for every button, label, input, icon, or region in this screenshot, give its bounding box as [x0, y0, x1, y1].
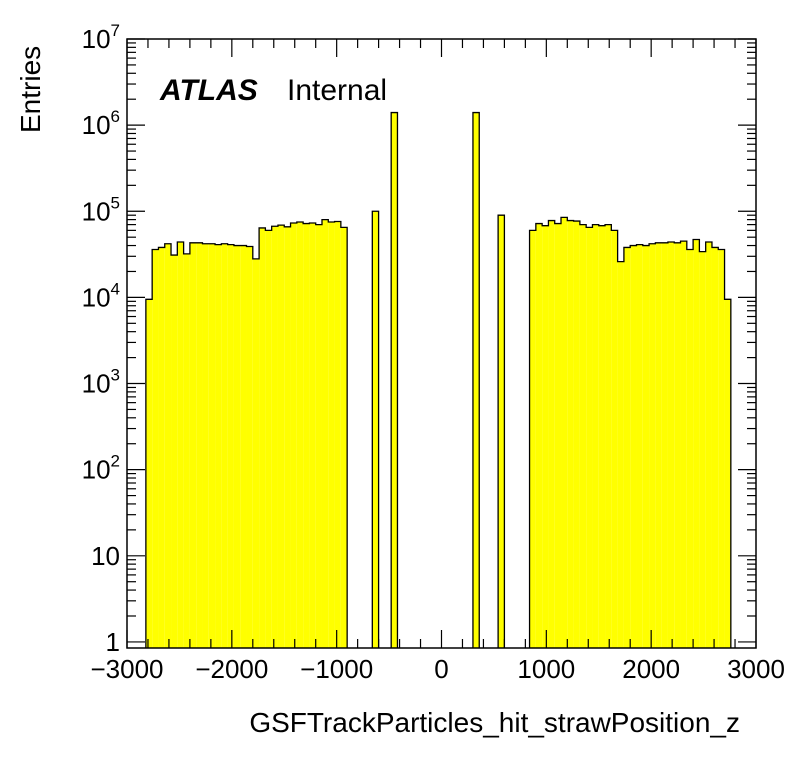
histogram-bin: [303, 223, 310, 648]
histogram-bin: [605, 224, 612, 648]
plot-frame: [126, 38, 757, 649]
histogram-bin: [567, 220, 574, 648]
histogram-bin: [171, 255, 178, 648]
histogram-bin: [152, 249, 159, 648]
histogram-bin: [535, 223, 543, 648]
histogram-bars: [145, 111, 732, 649]
histogram-bin: [334, 221, 341, 648]
histogram-outline: [145, 111, 732, 648]
histogram-bin: [554, 223, 562, 648]
histogram-bin: [164, 243, 172, 648]
histogram-bin: [529, 230, 536, 648]
histogram-bin: [284, 226, 291, 648]
histogram-bin: [548, 220, 555, 648]
histogram-bin: [145, 299, 153, 648]
histogram-bin: [686, 249, 694, 648]
histogram-bin: [674, 242, 681, 648]
y-tick-label: 106: [82, 107, 120, 140]
histogram-bin: [699, 251, 706, 649]
histogram-bin: [623, 247, 631, 648]
y-tick-label: 105: [82, 193, 120, 226]
histogram-bin: [315, 224, 322, 648]
histogram-bin: [189, 242, 197, 648]
histogram-bin: [542, 225, 549, 648]
x-tick-label: 1000: [517, 654, 575, 684]
histogram-bin: [183, 253, 190, 648]
histogram-bin: [579, 224, 587, 648]
histogram-bin: [309, 223, 316, 648]
histogram-bin: [592, 224, 599, 648]
histogram-bin: [642, 245, 650, 648]
histogram-bin: [246, 246, 253, 649]
histogram-bin: [215, 244, 222, 648]
y-tick-label: 104: [82, 279, 120, 312]
histogram-bin: [240, 245, 247, 648]
x-tick-label: 0: [434, 654, 448, 684]
histogram-bin: [202, 243, 209, 648]
y-axis-label: Entries: [15, 46, 46, 133]
y-tick-label: 10: [91, 541, 120, 571]
histogram-bin: [724, 299, 731, 648]
axis-ticks: [126, 38, 757, 648]
histogram-bin: [177, 241, 184, 649]
histogram-bin: [221, 243, 228, 648]
histogram-bin: [472, 112, 480, 649]
y-tick-labels: 1 10 102 103 104 105 106 107: [82, 21, 120, 657]
histogram-bin: [598, 225, 606, 648]
x-tick-label: −1000: [300, 654, 373, 684]
histogram-bin: [573, 221, 580, 648]
histogram-bin: [372, 211, 379, 649]
histogram-bin: [498, 215, 505, 649]
x-tick-label: 2000: [622, 654, 680, 684]
histogram-bin: [561, 217, 568, 648]
y-tick-label: 102: [82, 452, 120, 485]
histogram-bin: [208, 243, 216, 648]
histogram-bin: [321, 219, 329, 648]
histogram-bin: [617, 261, 624, 648]
histogram-bin: [233, 245, 241, 648]
histogram-bin: [265, 230, 272, 648]
histogram-bin: [667, 241, 675, 649]
histogram-bin: [636, 244, 643, 648]
histogram-bin: [693, 239, 700, 648]
histogram-bin: [586, 227, 593, 648]
histogram-bin: [680, 241, 687, 649]
x-tick-label: −3000: [90, 654, 163, 684]
histogram-bin: [296, 222, 304, 648]
histogram-bin: [196, 242, 203, 648]
y-tick-label: 107: [82, 21, 120, 54]
histogram-bin: [649, 243, 656, 648]
histogram-bin: [611, 230, 618, 648]
histogram-bin: [252, 258, 260, 648]
histogram-bin: [158, 247, 165, 648]
x-tick-labels: −3000 −2000 −1000 0 1000 2000 3000: [90, 654, 784, 684]
y-tick-label: 103: [82, 366, 120, 399]
histogram-bin: [277, 225, 285, 648]
internal-label: Internal: [287, 74, 387, 107]
histogram-bin: [391, 112, 398, 649]
histogram-bin: [661, 242, 668, 648]
histogram-bin: [290, 223, 297, 648]
histogram-bin: [718, 249, 725, 648]
histogram-bin: [705, 241, 712, 649]
histogram-bin: [259, 227, 266, 648]
x-tick-label: −2000: [195, 654, 268, 684]
histogram-bin: [630, 245, 637, 648]
histogram-bin: [340, 227, 348, 648]
histogram-bin: [711, 247, 719, 648]
y-tick-label: 1: [106, 627, 120, 657]
histogram-bin: [328, 222, 335, 648]
histogram-bin: [655, 242, 662, 648]
histogram-bin: [227, 244, 234, 648]
x-axis-label: GSFTrackParticles_hit_strawPosition_z: [249, 707, 740, 738]
x-tick-label: 3000: [727, 654, 785, 684]
histogram-bin: [271, 226, 278, 648]
atlas-label: ATLAS: [159, 74, 258, 107]
